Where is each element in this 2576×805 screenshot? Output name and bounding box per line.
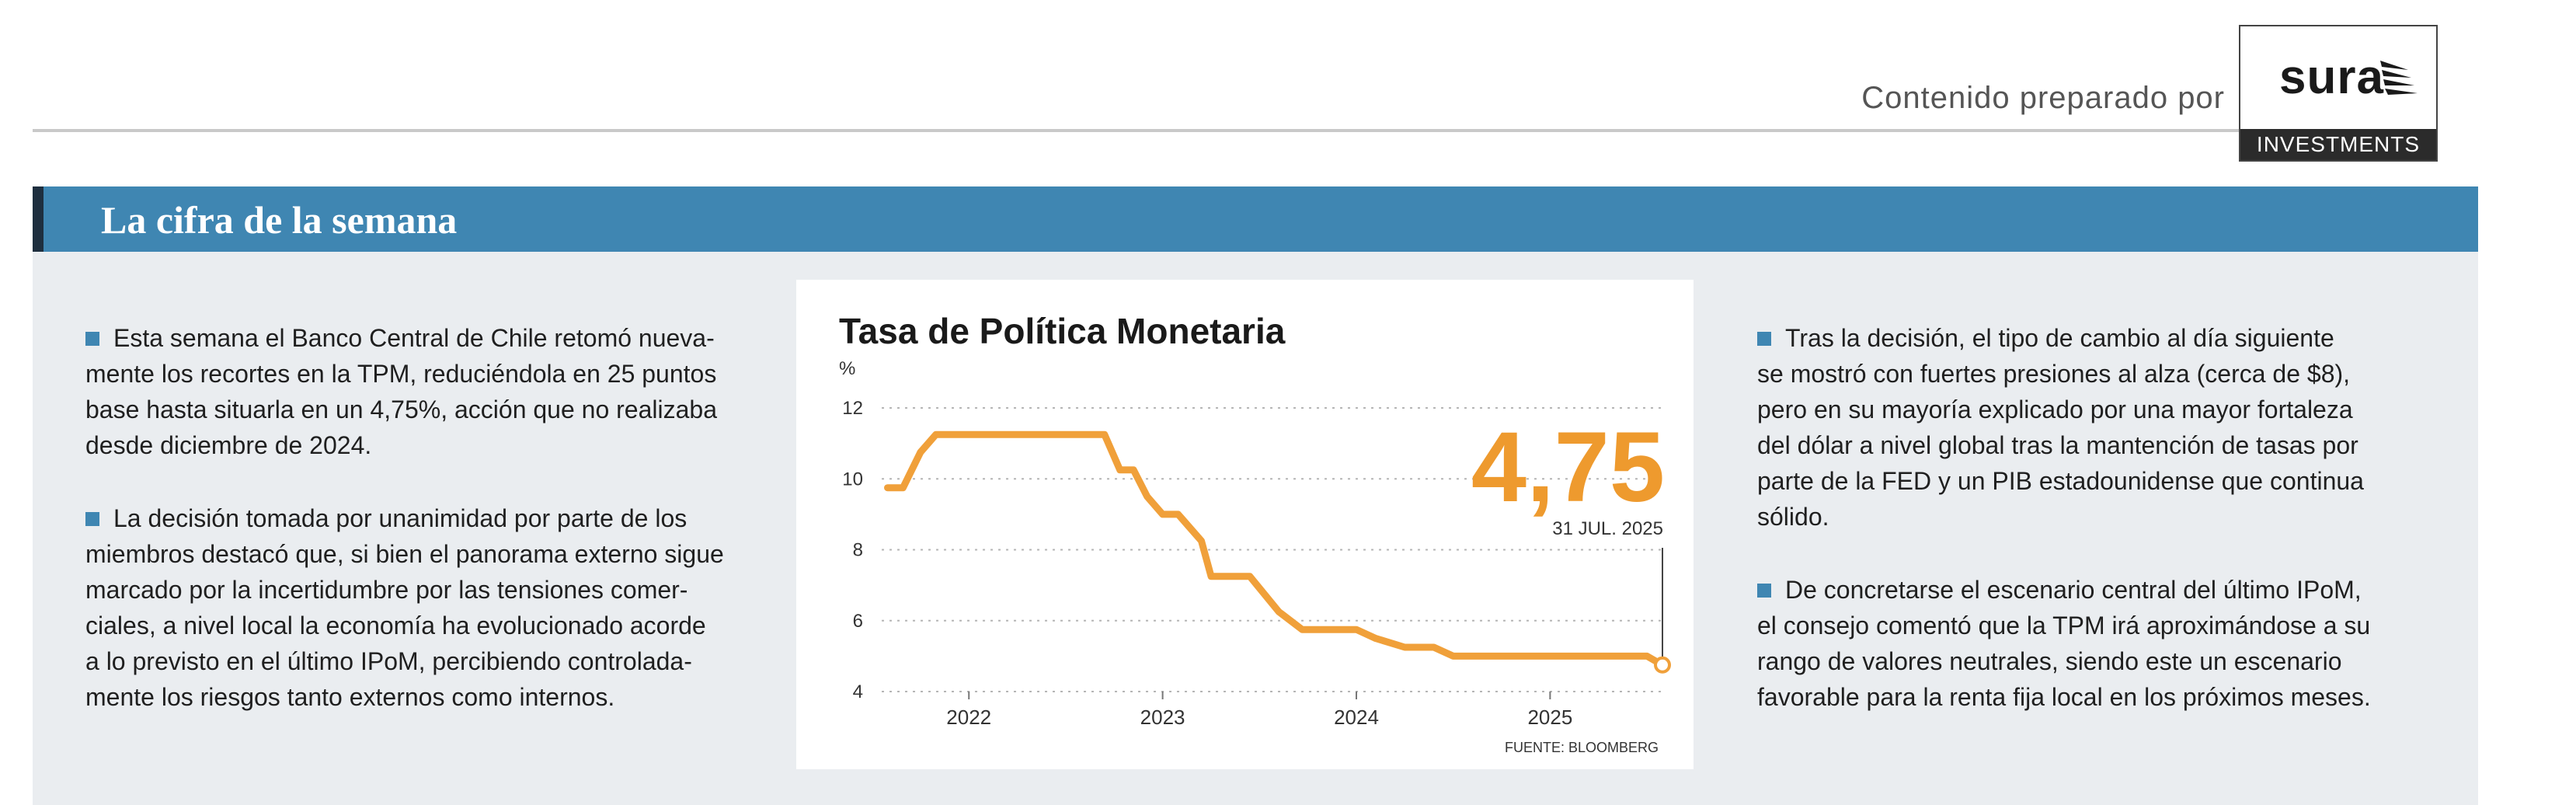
header-rule: [33, 129, 2239, 132]
tpm-chart: Tasa de Política Monetaria % 4 6 8 10 12 202…: [839, 311, 1672, 755]
banner-tab: [33, 186, 44, 252]
y-tick-label: 12: [842, 398, 863, 419]
bullet-square-icon: [85, 332, 99, 346]
bullet-square-icon: [1757, 584, 1771, 598]
right-paragraph-2: De concretarse el escenario central del …: [1757, 572, 2456, 715]
x-tick-label: 2023: [1140, 706, 1185, 729]
y-tick-label: 10: [842, 469, 863, 490]
highlight-value: 4,75: [1471, 412, 1665, 523]
y-axis-unit: %: [839, 358, 855, 379]
right-paragraph-1-text: Tras la decisión, el tipo de cambio al d…: [1757, 324, 2364, 531]
bullet-square-icon: [1757, 332, 1771, 346]
left-paragraph-1: Esta semana el Banco Central de Chile re…: [85, 320, 785, 463]
right-column: Tras la decisión, el tipo de cambio al d…: [1757, 320, 2456, 752]
logo-subtitle: INVESTMENTS: [2240, 129, 2436, 160]
source-note: FUENTE: BLOOMBERG: [1505, 740, 1659, 755]
highlight-marker: [1654, 656, 1672, 674]
left-paragraph-2-text: La decisión tomada por unanimidad por pa…: [85, 504, 724, 711]
y-tick-label: 4: [853, 681, 863, 702]
left-column: Esta semana el Banco Central de Chile re…: [85, 320, 785, 752]
y-ticks: 4 6 8 10 12: [842, 398, 863, 702]
y-tick-label: 8: [853, 540, 863, 561]
logo-wordmark: sura: [2279, 51, 2384, 104]
chart-title: Tasa de Política Monetaria: [839, 311, 1286, 351]
highlight-date: 31 JUL. 2025: [1552, 518, 1663, 539]
wing-icon: [2380, 61, 2418, 95]
sura-investments-logo: sura INVESTMENTS: [2239, 25, 2438, 162]
series-line: [884, 430, 1666, 669]
y-tick-label: 6: [853, 611, 863, 632]
grid: [882, 407, 1666, 692]
right-paragraph-2-text: De concretarse el escenario central del …: [1757, 576, 2371, 711]
x-tick-label: 2022: [946, 706, 991, 729]
chart-card: Tasa de Política Monetaria % 4 6 8 10 12 202…: [796, 280, 1694, 769]
section-title: La cifra de la semana: [101, 198, 458, 242]
left-paragraph-1-text: Esta semana el Banco Central de Chile re…: [85, 324, 717, 459]
x-tick-label: 2025: [1527, 706, 1572, 729]
left-paragraph-2: La decisión tomada por unanimidad por pa…: [85, 500, 785, 715]
section-banner: La cifra de la semana: [33, 186, 2478, 252]
right-paragraph-1: Tras la decisión, el tipo de cambio al d…: [1757, 320, 2456, 535]
prepared-by-label: Contenido preparado por: [1861, 81, 2225, 115]
bullet-square-icon: [85, 512, 99, 526]
x-ticks: 2022 2023 2024 2025: [946, 692, 1572, 729]
x-tick-label: 2024: [1334, 706, 1379, 729]
